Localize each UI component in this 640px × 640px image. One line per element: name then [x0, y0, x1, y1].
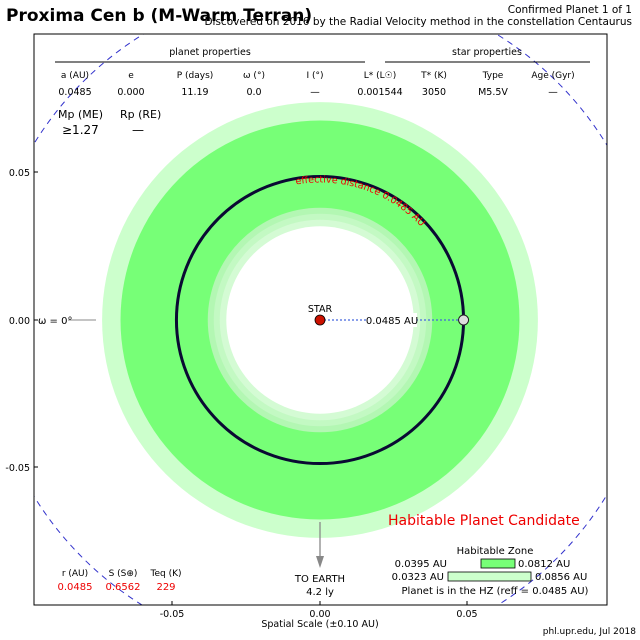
planet-col-label-a: a (AU) — [61, 71, 89, 81]
planet-col-value-i: — — [310, 87, 320, 98]
radius-value: — — [132, 123, 144, 137]
planet-marker — [458, 314, 470, 326]
planet-col-value-p: 11.19 — [181, 87, 208, 98]
hz-legend-optimistic-bar — [447, 571, 532, 582]
planet-properties-heading: planet properties — [169, 47, 251, 58]
tick-label-x-3: 0.05 — [456, 609, 477, 620]
hz-legend-conservative-min: 0.0395 AU — [395, 559, 447, 570]
planet-col-value-a: 0.0485 — [58, 87, 91, 98]
hz-legend-heading: Habitable Zone — [457, 546, 534, 557]
planet-col-value-e: 0.000 — [117, 87, 144, 98]
discovery-text: Discovered on 2016 by the Radial Velocit… — [204, 16, 632, 28]
flux-col-value-s: 0.6562 — [106, 582, 141, 593]
flux-col-label-teq: Teq (K) — [149, 569, 181, 579]
flux-col-label-r: r (AU) — [62, 569, 88, 579]
star-label: STAR — [308, 304, 333, 315]
tick-label-x-1: -0.05 — [160, 609, 185, 620]
credit: phl.upr.edu, Jul 2018 — [542, 627, 636, 637]
to-earth-arrowhead — [316, 556, 324, 568]
omega-label: ω = 0° — [38, 316, 72, 327]
star-properties-heading: star properties — [452, 47, 522, 58]
mass-label: Mp (ME) — [58, 108, 103, 121]
hz-legend-optimistic-min: 0.0323 AU — [392, 572, 444, 583]
tick-label-y-1: 0.05 — [9, 168, 30, 179]
page-title: Proxima Cen b (M-Warm Terran) — [6, 6, 313, 26]
axis-label: Spatial Scale (±0.10 AU) — [261, 619, 378, 630]
earth-distance: 4.2 ly — [306, 587, 334, 598]
star-col-value-type: M5.5V — [478, 87, 508, 98]
hz-legend-conservative-max: 0.0812 AU — [518, 559, 570, 570]
star-col-value-t: 3050 — [422, 87, 446, 98]
star-col-label-l: L* (L☉) — [364, 71, 396, 81]
planet-col-label-e: e — [128, 71, 134, 81]
hz-legend-conservative-bar — [480, 558, 516, 569]
planet-col-label-omega: ω (°) — [243, 71, 265, 81]
star-col-label-type: Type — [482, 71, 504, 81]
star-col-value-l: 0.001544 — [357, 87, 402, 98]
flux-col-value-teq: 229 — [156, 582, 175, 593]
star-col-value-age: — — [548, 87, 558, 98]
flux-col-value-r: 0.0485 — [58, 582, 93, 593]
distance-label-bg — [367, 313, 417, 327]
tick-label-x-2: 0.00 — [309, 609, 330, 620]
star-marker — [314, 314, 326, 326]
hz-status: Planet is in the HZ (reff = 0.0485 AU) — [402, 586, 589, 597]
star-col-label-t: T* (K) — [420, 71, 447, 81]
to-earth-label: TO EARTH — [294, 574, 345, 585]
hz-legend-optimistic-max: 0.0856 AU — [535, 572, 587, 583]
distance-label: 0.0485 AU — [366, 316, 418, 327]
mass-value: ≥1.27 — [62, 123, 99, 137]
confirmed-count: Confirmed Planet 1 of 1 — [507, 4, 632, 16]
flux-col-label-s: S (S⊕) — [109, 569, 138, 579]
tick-label-y-2: 0.00 — [9, 316, 30, 327]
planet-col-value-omega: 0.0 — [246, 87, 261, 98]
radius-label: Rp (RE) — [120, 108, 161, 121]
habitable-candidate-label: Habitable Planet Candidate — [388, 513, 580, 529]
planet-col-label-p: P (days) — [177, 71, 214, 81]
star-col-label-age: Age (Gyr) — [531, 71, 574, 81]
tick-label-y-3: -0.05 — [5, 463, 30, 474]
planet-col-label-i: I (°) — [306, 71, 323, 81]
